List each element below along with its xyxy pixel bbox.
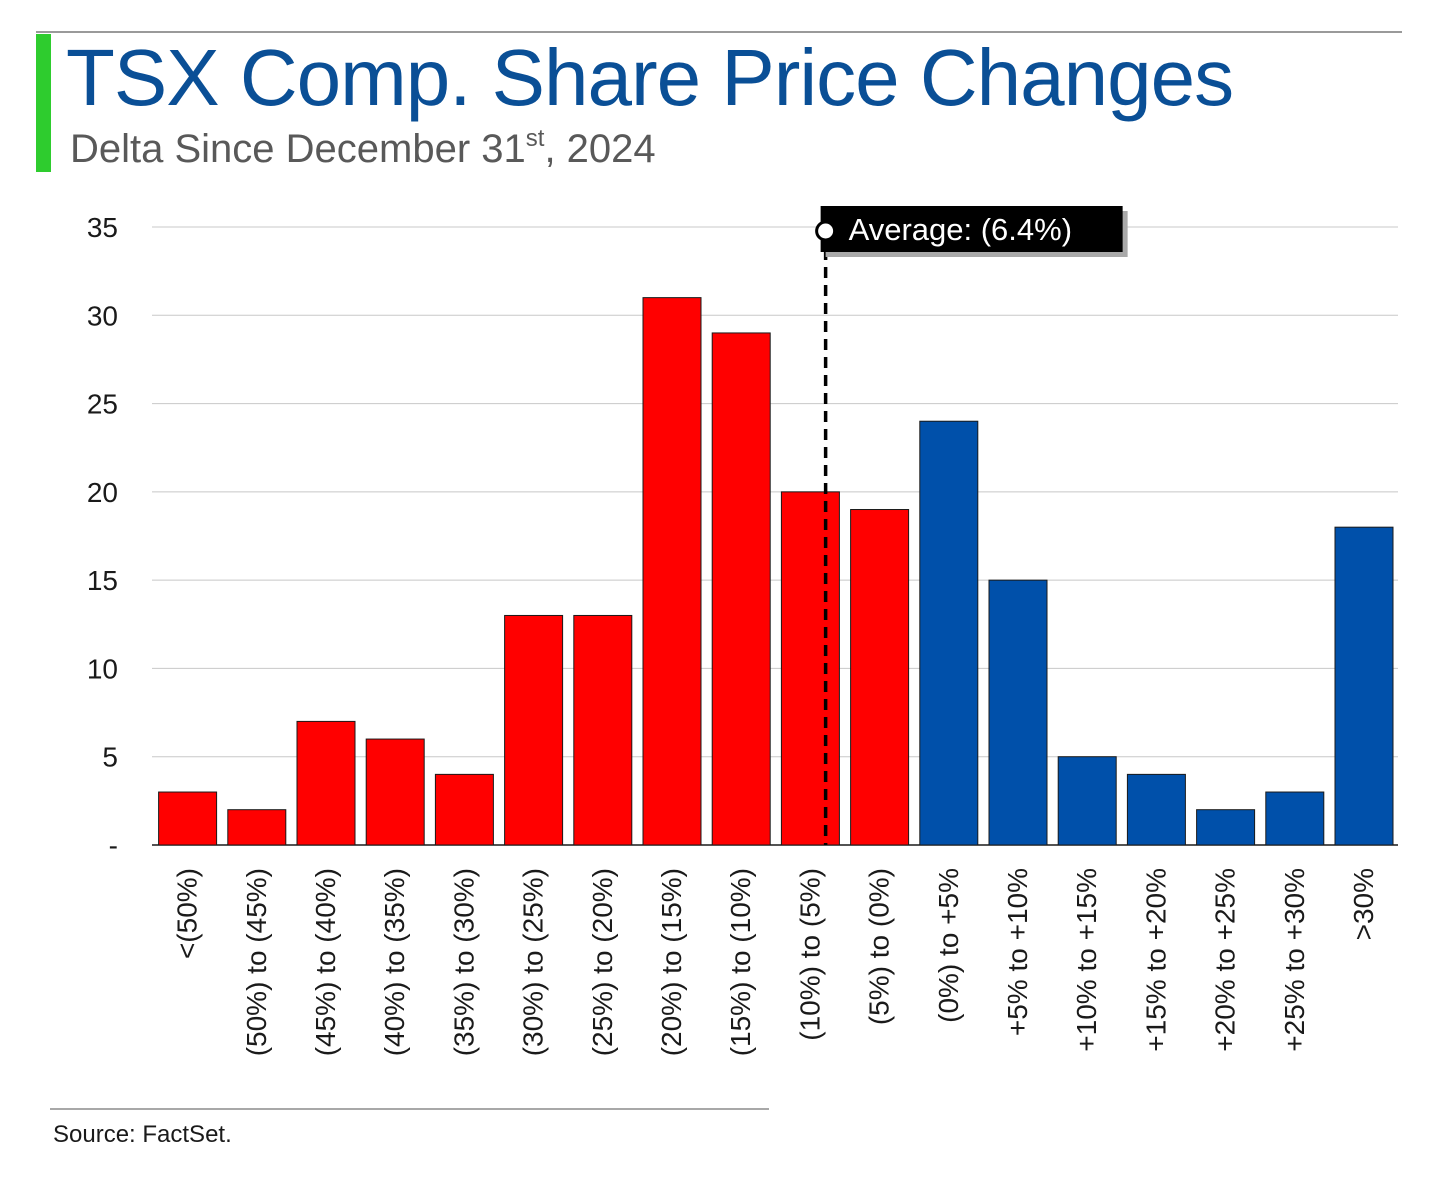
title-accent-bar	[36, 34, 51, 172]
source-rule	[50, 1108, 769, 1110]
x-tick-label: (35%) to (30%)	[448, 868, 479, 1056]
y-axis-ticks: - 5 10 15 20 25 30 35	[87, 212, 118, 861]
x-tick-label: +10% to +15%	[1071, 868, 1102, 1052]
x-tick-label: (45%) to (40%)	[310, 868, 341, 1056]
x-tick-label: +15% to +20%	[1140, 868, 1171, 1052]
gridlines	[152, 226, 1398, 846]
bar-14	[1126, 773, 1186, 846]
bar-8	[711, 332, 771, 846]
x-tick-label: (10%) to (5%)	[794, 868, 825, 1041]
bar-11	[919, 420, 979, 846]
chart-subtitle: Delta Since December 31st, 2024	[70, 125, 656, 171]
x-tick-label: (15%) to (10%)	[725, 868, 756, 1056]
source-note: Source: FactSet.	[53, 1121, 232, 1148]
x-tick-label: +25% to +30%	[1279, 868, 1310, 1052]
bars	[158, 297, 1394, 846]
x-tick-label: >30%	[1348, 868, 1379, 940]
bar-17	[1334, 526, 1394, 846]
y-tick-label: 30	[87, 300, 118, 331]
x-tick-label: +20% to +25%	[1210, 868, 1241, 1052]
x-tick-label: (30%) to (25%)	[518, 868, 549, 1056]
average-label: Average: (6.4%)	[849, 212, 1072, 247]
bar-10	[850, 509, 910, 846]
y-tick-label: 5	[102, 742, 118, 773]
subtitle-main: Delta Since December 31	[70, 127, 526, 171]
x-tick-label: (40%) to (35%)	[379, 868, 410, 1056]
y-tick-label: 35	[87, 212, 118, 243]
x-axis-ticks: <(50%) (50%) to (45%) (45%) to (40%) (40%) …	[172, 868, 1379, 1056]
bar-0	[158, 791, 218, 846]
x-tick-label: (20%) to (15%)	[656, 868, 687, 1056]
x-tick-label: (25%) to (20%)	[587, 868, 618, 1056]
bar-3	[365, 738, 425, 846]
bar-9	[780, 491, 840, 846]
average-label-box	[820, 206, 1123, 252]
bar-5	[504, 614, 564, 846]
bar-1	[227, 809, 287, 846]
x-tick-label: (0%) to +5%	[933, 868, 964, 1023]
x-tick-label: <(50%)	[172, 868, 203, 959]
top-rule	[36, 31, 1402, 33]
x-tick-label: (5%) to (0%)	[864, 868, 895, 1025]
y-tick-label: 20	[87, 477, 118, 508]
average-point	[815, 220, 837, 242]
bar-12	[988, 579, 1048, 846]
x-tick-label: (50%) to (45%)	[241, 868, 272, 1056]
chart-title: TSX Comp. Share Price Changes	[66, 33, 1234, 122]
y-tick-label: 10	[87, 653, 118, 684]
subtitle-ordinal: st	[525, 125, 545, 152]
bar-15	[1196, 809, 1256, 846]
bar-13	[1057, 756, 1117, 846]
bar-16	[1265, 791, 1325, 846]
y-tick-label: -	[109, 830, 118, 861]
subtitle-year: , 2024	[544, 127, 656, 171]
average-marker: Average: (6.4%)	[815, 206, 1128, 845]
bar-6	[573, 614, 633, 846]
bar-7	[642, 297, 702, 846]
bar-4	[434, 773, 494, 846]
bar-2	[296, 720, 356, 846]
y-tick-label: 15	[87, 565, 118, 596]
y-tick-label: 25	[87, 389, 118, 420]
x-tick-label: +5% to +10%	[1002, 868, 1033, 1036]
